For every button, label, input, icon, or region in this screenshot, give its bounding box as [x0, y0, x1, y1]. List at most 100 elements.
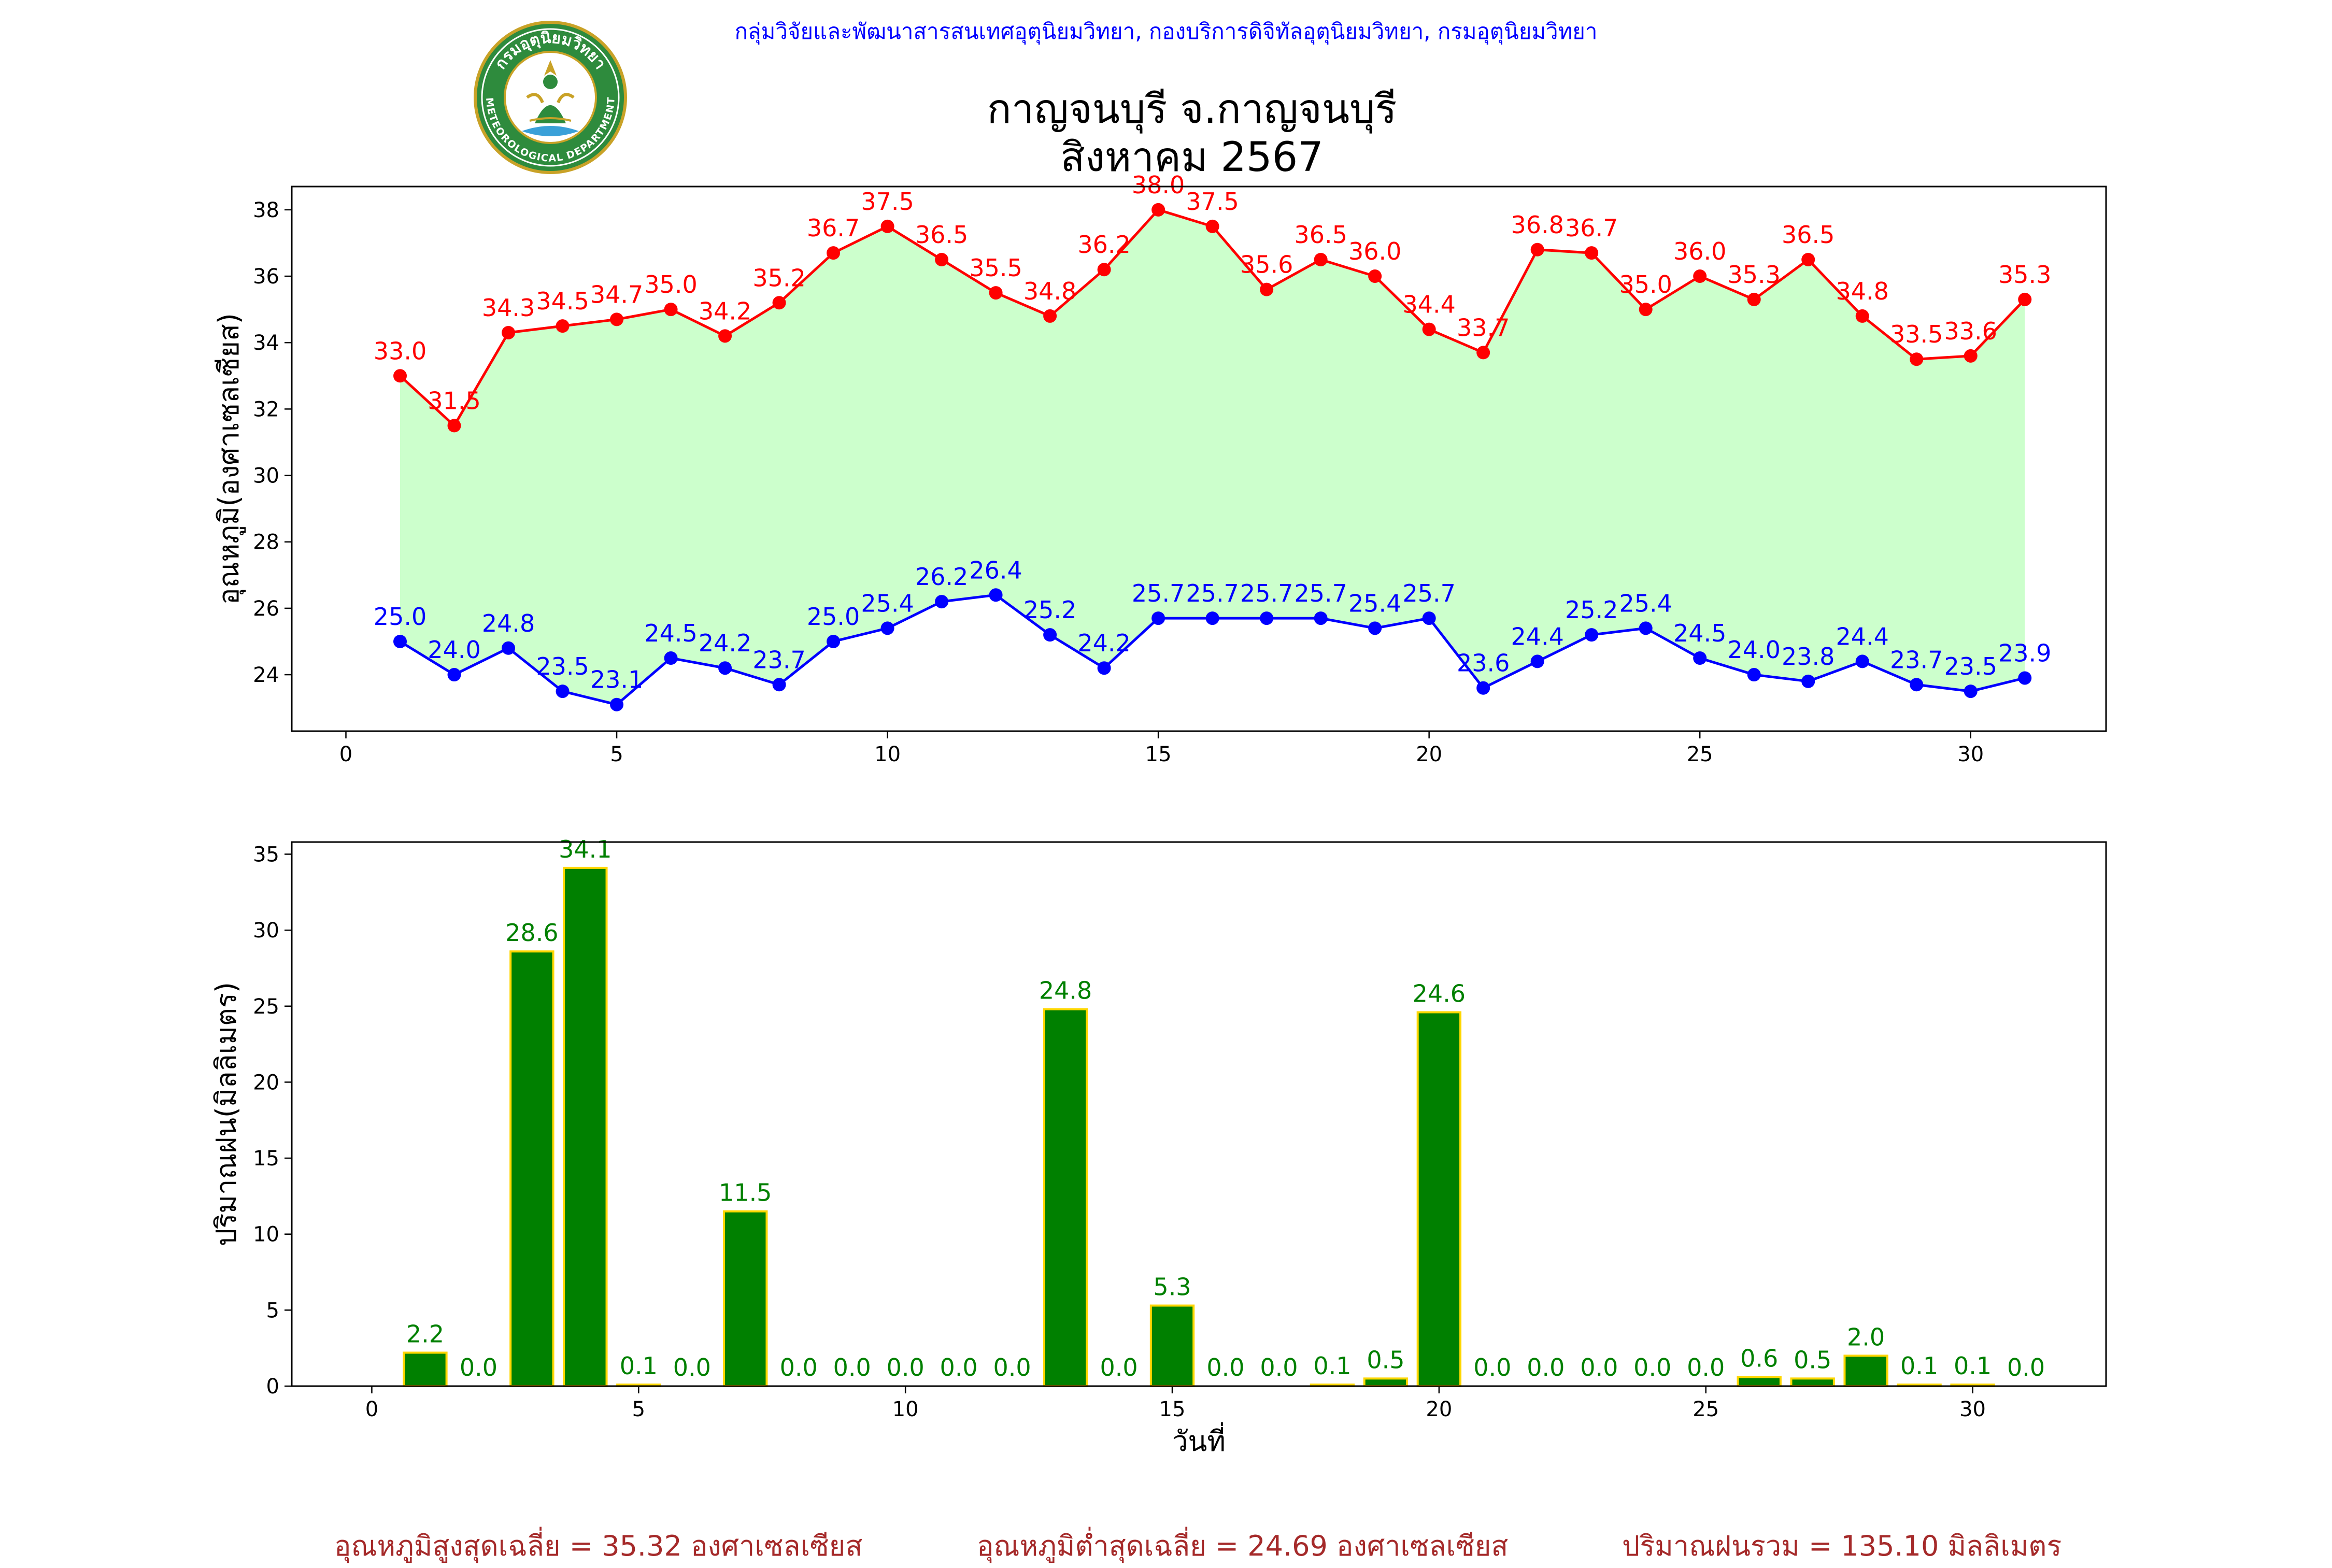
min-temperature-data-label: 24.8 [482, 609, 535, 637]
max-temperature-point [1747, 292, 1761, 306]
min-temperature-data-label: 25.4 [861, 589, 914, 617]
max-temperature-point [989, 286, 1003, 300]
min-temperature-point [989, 588, 1003, 602]
x-tick-label: 25 [1687, 743, 1713, 766]
min-temperature-data-label: 25.0 [374, 603, 426, 631]
x-tick-label: 0 [365, 1398, 378, 1421]
max-temperature-data-label: 35.2 [752, 264, 805, 292]
min-temperature-point [1205, 611, 1219, 625]
x-tick-label: 0 [339, 743, 352, 766]
min-temperature-data-label: 23.9 [1998, 639, 2051, 667]
max-temperature-data-label: 37.5 [1186, 188, 1239, 216]
max-temperature-point [610, 312, 624, 326]
rainfall-data-label: 0.0 [940, 1353, 978, 1381]
max-temperature-data-label: 34.5 [536, 287, 589, 315]
x-tick-label: 15 [1145, 743, 1172, 766]
min-temperature-point [827, 634, 841, 648]
rainfall-data-label: 0.0 [887, 1353, 925, 1381]
y-tick-label: 20 [253, 1071, 279, 1094]
min-temperature-data-label: 25.7 [1132, 579, 1185, 607]
avg-min-temperature: อุณหภูมิต่ำสุดเฉลี่ย = 24.69 องศาเซลเซีย… [977, 1530, 1509, 1562]
rainfall-bar [1416, 1011, 1462, 1387]
rainfall-data-label: 0.0 [673, 1353, 711, 1381]
max-temperature-point [718, 329, 732, 343]
min-temperature-point [1585, 628, 1599, 642]
min-temperature-point [1639, 621, 1653, 635]
min-temperature-data-label: 23.7 [752, 646, 805, 674]
max-temperature-point [1855, 309, 1869, 323]
max-temperature-data-label: 38.0 [1132, 171, 1185, 199]
y-tick-label: 10 [253, 1223, 279, 1247]
rainfall-data-label: 0.0 [1687, 1353, 1725, 1381]
min-temperature-point [610, 697, 624, 711]
rainfall-data-label: 0.1 [1313, 1352, 1351, 1380]
min-temperature-data-label: 23.5 [1944, 652, 1997, 680]
avg-max-temperature: อุณหภูมิสูงสุดเฉลี่ย = 35.32 องศาเซลเซีย… [334, 1530, 863, 1562]
y-tick-label: 35 [253, 843, 279, 866]
y-tick-label: 28 [253, 531, 279, 554]
min-temperature-data-label: 25.4 [1619, 589, 1672, 617]
max-temperature-data-label: 34.3 [482, 294, 535, 322]
min-temperature-data-label: 25.0 [807, 603, 860, 631]
min-temperature-data-label: 23.6 [1457, 649, 1510, 677]
min-temperature-point [502, 641, 516, 655]
min-temperature-point [1855, 654, 1869, 668]
min-temperature-point [393, 634, 407, 648]
max-temperature-point [556, 319, 570, 333]
max-temperature-point [1151, 203, 1165, 217]
min-temperature-data-label: 23.8 [1782, 643, 1835, 671]
min-temperature-point [1747, 668, 1761, 682]
min-temperature-data-label: 23.7 [1890, 646, 1943, 674]
rainfall-data-label: 0.1 [620, 1352, 658, 1380]
max-temperature-point [1585, 246, 1599, 260]
rainfall-data-label: 0.0 [1473, 1353, 1511, 1381]
min-temperature-point [1910, 678, 1924, 692]
max-temperature-point [772, 296, 786, 310]
min-temperature-data-label: 25.7 [1186, 579, 1239, 607]
min-temperature-point [556, 685, 570, 699]
rainfall-data-label: 0.0 [993, 1353, 1031, 1381]
rainfall-data-label: 11.5 [719, 1179, 772, 1207]
max-temperature-data-label: 36.5 [1782, 221, 1835, 249]
y-tick-label: 24 [253, 663, 279, 687]
max-temperature-data-label: 36.5 [1294, 221, 1347, 249]
x-tick-label: 10 [874, 743, 901, 766]
rainfall-data-label: 0.1 [1954, 1352, 1992, 1380]
rainfall-data-label: 0.5 [1794, 1346, 1831, 1374]
max-temperature-data-label: 35.3 [1727, 261, 1780, 289]
max-temperature-data-label: 35.6 [1240, 251, 1293, 279]
max-temperature-point [447, 419, 461, 433]
max-temperature-data-label: 36.5 [915, 221, 968, 249]
rainfall-data-label: 0.0 [2007, 1353, 2045, 1381]
rainfall-bar [509, 950, 554, 1388]
y-tick-label: 25 [253, 995, 279, 1019]
min-temperature-point [1043, 628, 1057, 642]
y-tick-label: 5 [266, 1299, 279, 1322]
max-temperature-point [1964, 349, 1978, 363]
x-tick-label: 25 [1693, 1398, 1719, 1421]
min-temperature-point [772, 678, 786, 692]
min-temperature-data-label: 24.5 [644, 619, 697, 647]
temperature-range-fill [400, 209, 2025, 705]
max-temperature-point [1260, 282, 1274, 296]
rainfall-data-label: 2.0 [1847, 1323, 1885, 1351]
min-temperature-point [1151, 611, 1165, 625]
max-temperature-data-label: 34.8 [1023, 277, 1076, 305]
rainfall-bar [723, 1210, 768, 1387]
min-temperature-data-label: 25.4 [1348, 589, 1401, 617]
max-temperature-point [1801, 252, 1815, 266]
rainfall-bar [1790, 1377, 1835, 1388]
max-temperature-point [1422, 322, 1436, 336]
temperature-chart: 0 5 10 15 20 25 30 24 26 28 30 32 34 36 38 33.031.5 34.3… [212, 171, 2107, 766]
rainfall-data-label: 34.1 [559, 835, 612, 863]
min-temperature-point [1097, 661, 1111, 675]
rainfall-data-label: 5.3 [1153, 1273, 1191, 1301]
rainfall-data-label: 0.0 [1527, 1353, 1565, 1381]
rainfall-plot-frame [291, 841, 2107, 1387]
x-tick-label: 5 [610, 743, 623, 766]
temperature-plot-frame [291, 186, 2107, 732]
max-temperature-point [827, 246, 841, 260]
max-temperature-point [1476, 346, 1490, 360]
deity-emblem-icon [522, 60, 579, 136]
max-temperature-data-label: 35.3 [1998, 261, 2051, 289]
